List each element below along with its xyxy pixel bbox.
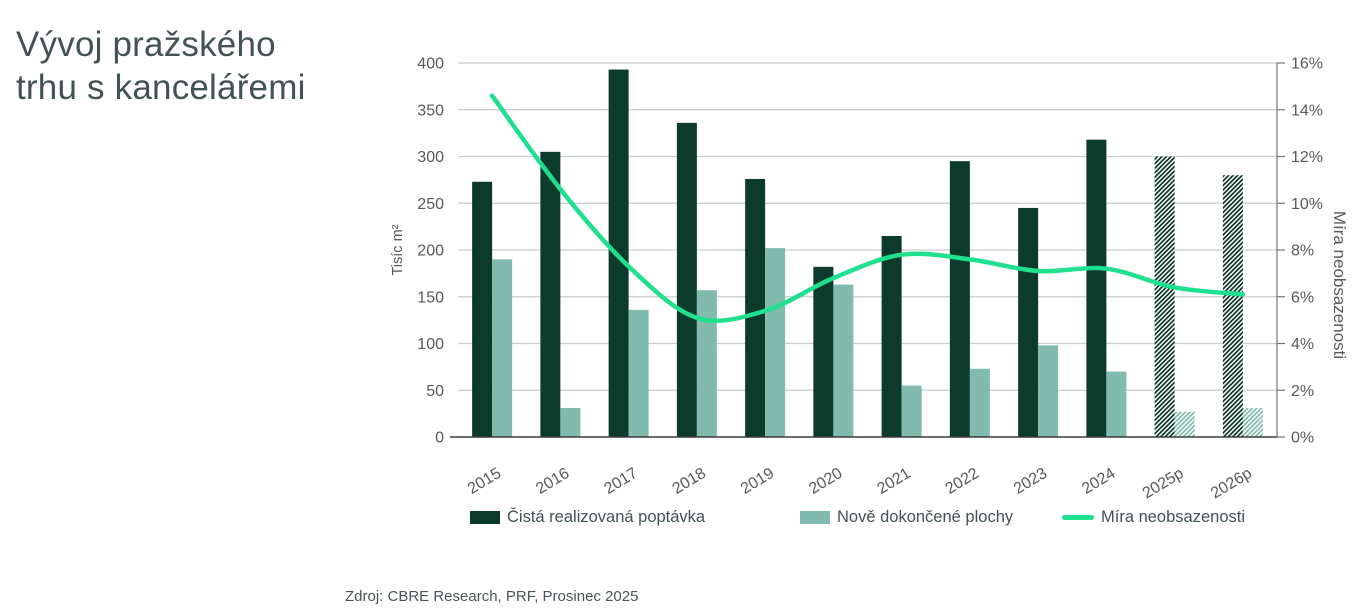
bar-demand-2020 (813, 266, 834, 437)
bar-demand-2026p (1222, 175, 1243, 437)
page-title-line1: Vývoj pražského (16, 25, 276, 64)
left-axis-tick: 50 (426, 383, 444, 400)
right-axis-tick: 14% (1291, 102, 1323, 119)
bars-completions (492, 248, 1263, 437)
x-axis-label-2017: 2017 (601, 465, 640, 498)
bar-demand-2019 (745, 178, 766, 437)
bar-completions-2025p (1174, 411, 1195, 437)
bar-completions-2017 (628, 309, 649, 437)
right-axis-tick: 16% (1291, 56, 1323, 73)
x-axis-label-2021: 2021 (874, 465, 913, 498)
left-axis-tick: 400 (417, 56, 444, 73)
legend-item-completions: Nově dokončené plochy (800, 508, 1013, 527)
gridlines (458, 62, 1277, 391)
x-axis-label-2022: 2022 (943, 465, 982, 498)
left-axis-tick: 150 (417, 289, 444, 306)
right-axis-tick: 2% (1291, 383, 1314, 400)
left-axis-tick: 350 (417, 102, 444, 119)
x-axis-label-2026p: 2026p (1208, 465, 1255, 503)
vacancy-rate-line (489, 93, 1246, 323)
bar-completions-2021 (901, 385, 922, 437)
page-title: Vývoj pražského trhu s kancelářemi (16, 24, 306, 109)
x-axis-label-2025p: 2025p (1140, 465, 1187, 503)
right-axis-tick: 8% (1291, 243, 1314, 260)
bar-completions-2026p (1242, 408, 1263, 437)
bar-demand-2025p (1154, 156, 1175, 437)
bar-completions-2022 (969, 368, 990, 437)
right-axis-ticks: 0% 2% 4% 6% 8% 10% 12% 14% 16% (1276, 56, 1323, 447)
legend-label-completions: Nově dokončené plochy (837, 508, 1014, 526)
right-axis-tick: 4% (1291, 336, 1314, 353)
right-axis-tick: 6% (1291, 289, 1314, 306)
bar-demand-2017 (608, 69, 629, 438)
chart-legend: Čistá realizovaná poptávka Nově dokončen… (0, 508, 1368, 532)
bar-completions-2018 (696, 290, 717, 437)
bar-completions-2016 (560, 408, 581, 437)
bar-completions-2024 (1106, 371, 1127, 437)
page-title-line2: trhu s kancelářemi (16, 67, 306, 107)
left-axis-tick: 100 (417, 336, 444, 353)
legend-label-vacancy: Míra neobsazenosti (1101, 508, 1245, 526)
bar-completions-2019 (765, 248, 786, 437)
bar-demand-2022 (949, 161, 970, 438)
x-axis-label-2018: 2018 (670, 465, 709, 498)
right-axis-tick: 12% (1291, 149, 1323, 166)
x-axis-labels: 2015 2016 2017 2018 2019 2020 2021 2022 2023 2024… (465, 465, 1255, 503)
left-axis-tick: 0 (435, 430, 444, 447)
legend-item-vacancy: Míra neobsazenosti (1062, 508, 1245, 527)
left-axis-tick: 200 (417, 243, 444, 260)
bar-completions-2023 (1038, 345, 1059, 437)
bar-demand-2018 (676, 122, 697, 437)
right-axis-label: Míra neobsazenosti (1330, 211, 1349, 359)
legend-label-demand: Čistá realizovaná poptávka (507, 508, 706, 526)
source-note: Zdroj: CBRE Research, PRF, Prosinec 2025 (345, 588, 639, 605)
x-axis-label-2019: 2019 (738, 465, 777, 498)
x-axis-label-2023: 2023 (1011, 465, 1050, 498)
legend-swatch-demand (470, 511, 500, 524)
bars-demand (472, 69, 1243, 438)
legend-swatch-completions (800, 511, 830, 524)
bar-completions-2020 (833, 284, 854, 437)
bar-demand-2021 (881, 235, 902, 437)
left-axis-tick: 300 (417, 149, 444, 166)
legend-swatch-vacancy-line (1062, 515, 1094, 520)
left-axis-label: Tisíc m² (390, 224, 406, 275)
x-axis-label-2020: 2020 (806, 465, 845, 498)
bar-demand-2023 (1018, 207, 1039, 437)
bar-completions-2015 (492, 259, 513, 437)
right-axis-tick: 10% (1291, 196, 1323, 213)
x-axis-label-2016: 2016 (533, 465, 572, 498)
bar-demand-2016 (540, 151, 561, 437)
x-axis-label-2024: 2024 (1079, 465, 1118, 498)
bar-demand-2024 (1086, 139, 1107, 438)
left-axis-tick: 250 (417, 196, 444, 213)
right-axis-tick: 0% (1291, 430, 1314, 447)
legend-item-demand: Čistá realizovaná poptávka (470, 508, 705, 527)
x-axis-label-2015: 2015 (465, 465, 504, 498)
bar-demand-2015 (472, 181, 493, 437)
left-axis-ticks: 0 50 100 150 200 250 300 350 400 (417, 56, 444, 447)
